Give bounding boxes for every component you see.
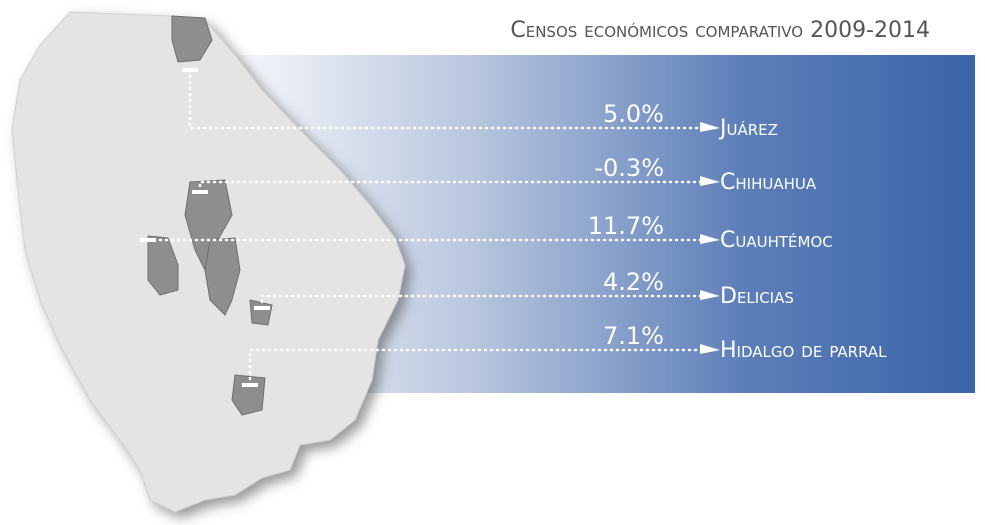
arrow-head <box>700 290 720 300</box>
delicias-area <box>249 299 273 326</box>
arrow-head <box>700 122 720 132</box>
value-label: 11.7% <box>588 212 664 240</box>
value-label: 5.0% <box>603 100 664 128</box>
marker <box>254 306 270 310</box>
marker <box>140 238 156 242</box>
arrow-head <box>700 176 720 186</box>
arrow-head <box>700 234 720 244</box>
marker <box>192 190 208 194</box>
juarez-area <box>171 15 213 63</box>
place-name: Cuauhtémoc <box>720 228 833 253</box>
marker <box>242 383 258 387</box>
municipalities <box>147 15 273 416</box>
leader-line <box>188 68 717 130</box>
chihuahua-area-2 <box>204 237 241 316</box>
place-name: Delicias <box>720 284 794 309</box>
place-name: Chihuahua <box>720 170 817 195</box>
place-name: Juárez <box>718 116 778 141</box>
leader-line <box>248 348 717 387</box>
rows: 5.0% Juárez -0.3% Chihuahua 11.7% Cuauhtémoc 4… <box>140 68 887 387</box>
value-label: -0.3% <box>594 154 664 182</box>
cuauhtemoc-area <box>147 235 179 296</box>
value-label: 7.1% <box>603 322 664 350</box>
value-label: 4.2% <box>603 268 664 296</box>
arrow-head <box>700 344 720 354</box>
marker <box>182 68 198 72</box>
leader-line <box>260 294 717 310</box>
title: Censos económicos comparativo 2009-2014 <box>510 18 930 43</box>
place-name: Hidalgo de parral <box>720 338 887 363</box>
leader-line <box>198 180 717 194</box>
